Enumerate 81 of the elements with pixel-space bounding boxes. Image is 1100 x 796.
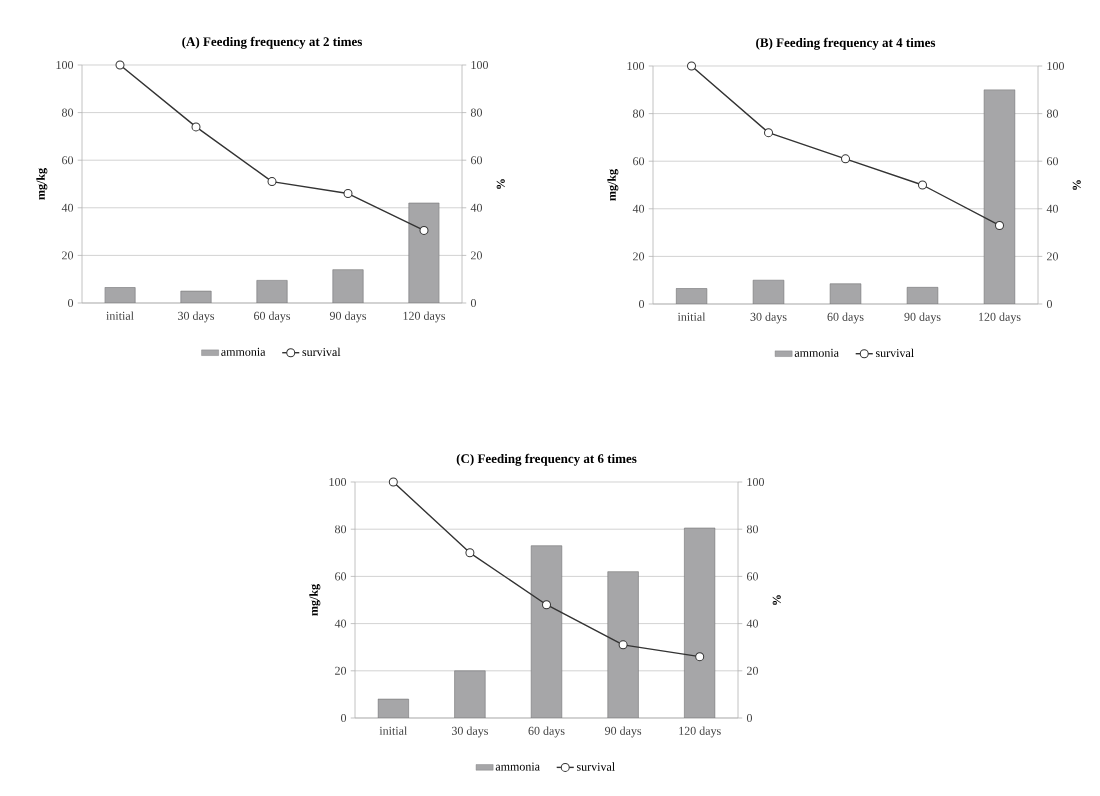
point <box>343 189 353 199</box>
legend-label: survival <box>576 762 615 771</box>
y2-tick-label: 0 <box>746 713 753 723</box>
y-tick-label: 40 <box>334 619 347 628</box>
point <box>419 225 429 235</box>
chart-title: (C) Feeding frequency at 6 times <box>456 453 637 466</box>
point <box>267 177 277 187</box>
x-tick-label: 90 days <box>329 311 367 323</box>
point <box>115 60 125 70</box>
y-tick-label: 0 <box>638 299 645 309</box>
y-tick-label: 100 <box>627 61 645 71</box>
y2-tick-label: 40 <box>1046 204 1059 213</box>
y2-tick-label: 60 <box>470 156 483 165</box>
y2-tick-label: 0 <box>470 298 477 308</box>
chart-title: (A) Feeding frequency at 2 times <box>182 36 362 49</box>
point <box>687 61 697 71</box>
y2-tick-label: 40 <box>746 619 759 628</box>
point <box>764 128 774 138</box>
point <box>388 477 398 487</box>
point <box>695 652 705 662</box>
y2-axis-title: % <box>496 179 505 189</box>
x-tick-label: 120 days <box>403 311 446 323</box>
y-tick-label: 80 <box>632 109 645 118</box>
point <box>918 180 928 190</box>
chart-title: (B) Feeding frequency at 4 times <box>756 37 936 50</box>
point <box>191 122 201 132</box>
point <box>542 600 552 610</box>
point <box>465 548 475 558</box>
y2-tick-label: 20 <box>1047 252 1059 261</box>
point <box>618 640 628 650</box>
y2-tick-label: 40 <box>470 203 483 212</box>
y2-axis-title: % <box>772 595 781 605</box>
y-tick-label: 60 <box>633 157 645 166</box>
y-tick-label: 20 <box>633 252 645 261</box>
y-axis-title: mg/kg <box>607 169 619 201</box>
y2-tick-label: 20 <box>471 251 483 260</box>
y-tick-label: 40 <box>632 204 645 213</box>
x-tick-label: 60 days <box>254 311 291 323</box>
legend-label: ammonia <box>221 347 266 356</box>
y-tick-label: 100 <box>329 477 347 487</box>
legend-label: ammonia <box>495 762 540 771</box>
y-axis-title: mg/kg <box>309 584 321 616</box>
x-tick-label: 90 days <box>605 726 642 738</box>
x-tick-label: 30 days <box>178 311 215 323</box>
point <box>841 154 851 164</box>
y-tick-label: 100 <box>56 60 74 70</box>
y2-tick-label: 60 <box>746 572 759 581</box>
y-tick-label: 60 <box>335 572 347 581</box>
x-tick-label: 30 days <box>750 312 787 324</box>
y2-tick-label: 0 <box>1046 299 1053 309</box>
point <box>995 220 1004 230</box>
x-tick-label: 120 days <box>679 726 721 738</box>
y2-tick-label: 80 <box>1046 109 1059 118</box>
y-tick-label: 80 <box>61 108 74 117</box>
y-tick-label: 20 <box>335 666 347 675</box>
x-tick-label: 60 days <box>528 726 565 738</box>
y2-tick-label: 80 <box>470 108 483 117</box>
y2-tick-label: 20 <box>747 666 759 675</box>
y2-tick-label: 100 <box>1047 61 1065 71</box>
legend-label: survival <box>302 347 341 357</box>
y2-tick-label: 80 <box>746 525 759 534</box>
legend-label: ammonia <box>794 348 839 357</box>
y-tick-label: 0 <box>340 713 347 723</box>
x-tick-label: initial <box>379 726 408 735</box>
y2-axis-title: % <box>1072 180 1081 190</box>
y-tick-label: 80 <box>334 525 347 534</box>
y2-tick-label: 60 <box>1046 157 1059 166</box>
x-tick-label: initial <box>677 312 706 321</box>
y-tick-label: 40 <box>61 203 74 212</box>
y-tick-label: 0 <box>67 298 74 308</box>
legend-label: survival <box>875 348 914 358</box>
y-tick-label: 60 <box>62 156 74 165</box>
y2-tick-label: 100 <box>747 477 765 487</box>
x-tick-label: 60 days <box>827 312 864 324</box>
y-axis-title: mg/kg <box>36 168 48 200</box>
x-tick-label: 90 days <box>904 312 941 324</box>
y2-tick-label: 100 <box>471 60 489 70</box>
y-tick-label: 20 <box>62 251 74 260</box>
x-tick-label: initial <box>106 311 134 320</box>
x-tick-label: 120 days <box>979 312 1021 324</box>
x-tick-label: 30 days <box>451 726 488 738</box>
